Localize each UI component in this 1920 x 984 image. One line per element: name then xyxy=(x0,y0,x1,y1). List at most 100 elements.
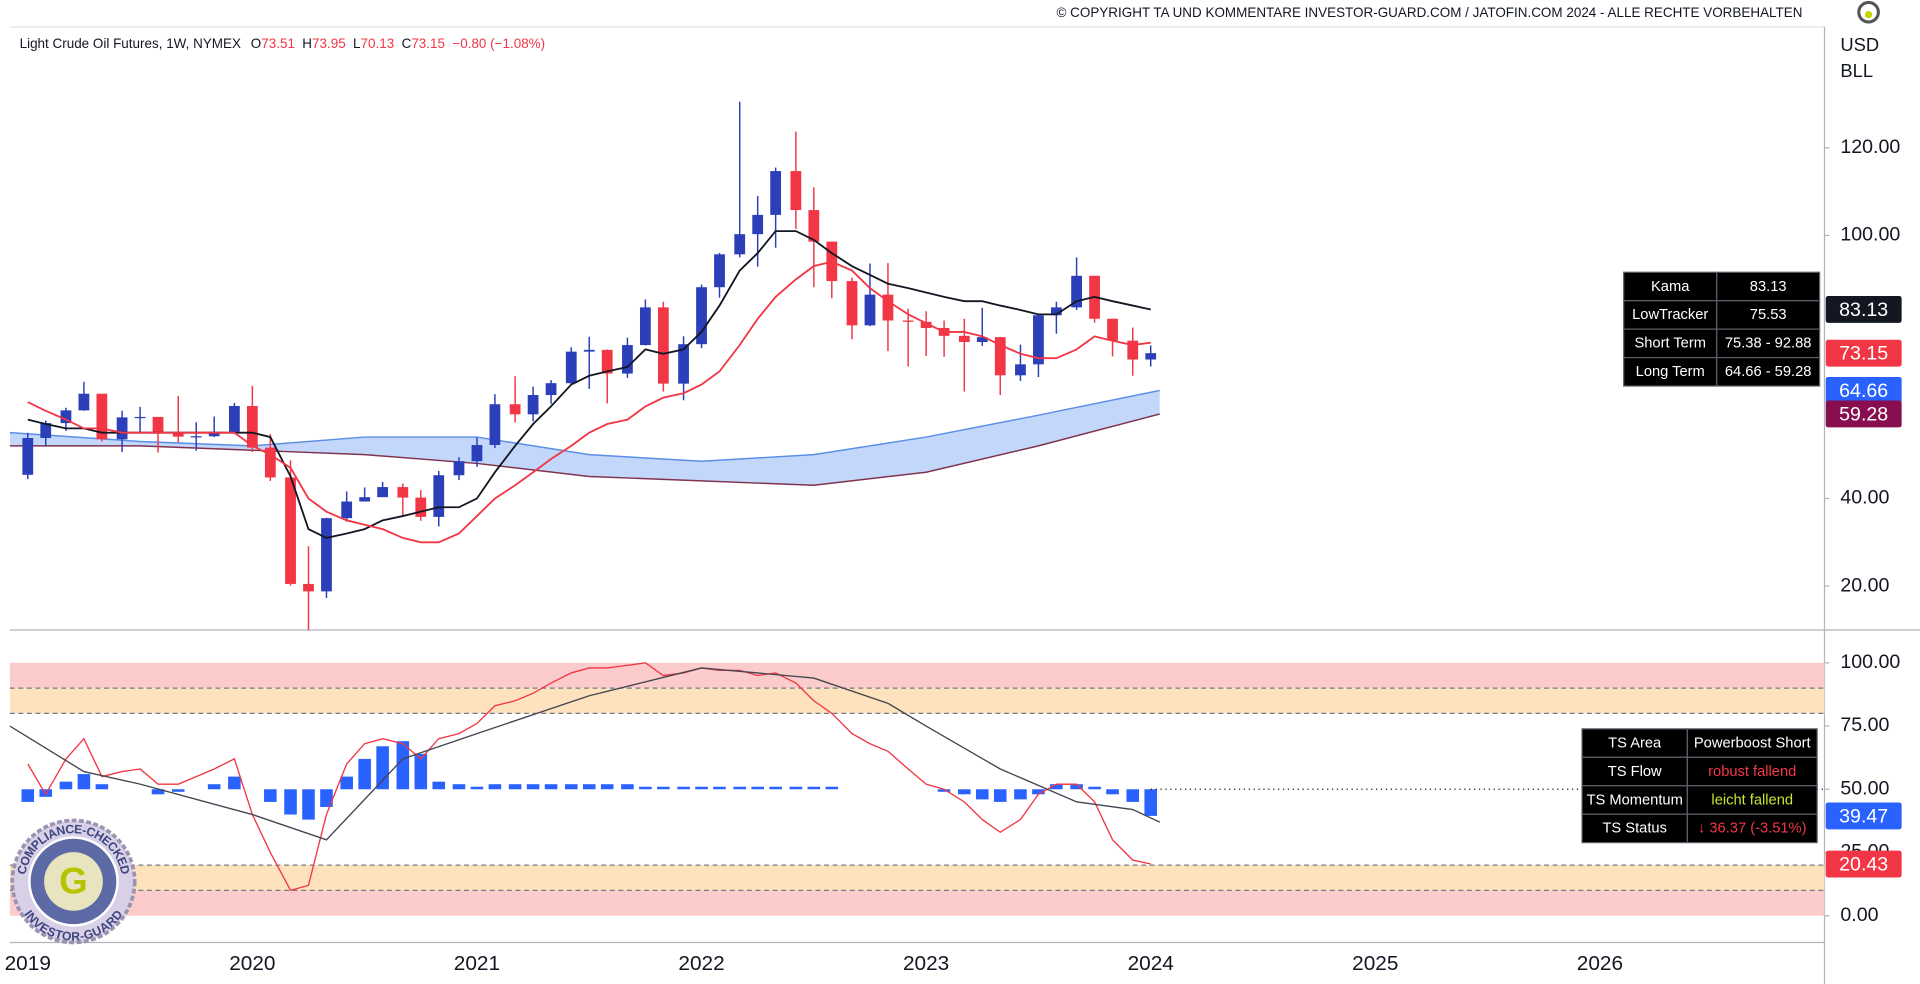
candle-body xyxy=(489,404,501,445)
legend-key: L xyxy=(353,36,361,51)
candle-body xyxy=(565,351,577,384)
histogram-bar xyxy=(302,789,315,820)
logo xyxy=(1857,0,1880,24)
candle-body xyxy=(228,405,240,432)
candle-body xyxy=(1015,364,1026,376)
candle-body xyxy=(808,210,820,242)
candle-body xyxy=(509,404,521,415)
y-tick-label: 100.00 xyxy=(1840,224,1900,246)
table-cell xyxy=(1581,813,1688,844)
y-tick-label: 120.00 xyxy=(1840,136,1900,158)
table-key: TS Status xyxy=(1602,821,1666,837)
x-tick-label: 2019 xyxy=(5,952,51,975)
histogram-bar xyxy=(789,786,803,790)
histogram-bar xyxy=(600,784,614,790)
table-cell xyxy=(1581,756,1688,787)
legend-key: H xyxy=(302,36,312,51)
histogram-bar xyxy=(470,786,484,790)
histogram-bar xyxy=(544,784,558,790)
candle-body xyxy=(152,416,164,433)
candle-body xyxy=(790,171,802,211)
table-cell xyxy=(1716,328,1821,359)
candle-body xyxy=(471,444,483,462)
histogram-bar xyxy=(975,789,989,800)
histogram-bar xyxy=(414,753,428,790)
zone xyxy=(9,865,1825,891)
histogram-bar xyxy=(526,784,540,790)
legend-change: −0.80 (−1.08%) xyxy=(452,36,545,51)
price-tag xyxy=(1825,295,1902,323)
candle-body xyxy=(902,320,914,322)
x-tick-label: 2023 xyxy=(903,952,949,975)
candle-body xyxy=(359,497,371,502)
histogram-bar xyxy=(59,781,73,790)
oscillator-line xyxy=(27,662,1151,892)
candle-body xyxy=(1071,275,1082,308)
histogram-bar xyxy=(452,784,466,790)
histogram-bar xyxy=(508,784,522,790)
candle-body xyxy=(734,234,746,255)
candle-body xyxy=(116,417,128,440)
candle-body xyxy=(864,294,876,326)
oscillator-pane xyxy=(9,662,1825,916)
x-tick-label: 2021 xyxy=(454,952,500,975)
x-tick-label: 2026 xyxy=(1577,952,1623,975)
legend-value: 73.51 xyxy=(261,36,295,51)
table-value: 75.38 - 92.88 xyxy=(1725,336,1812,352)
histogram-bar xyxy=(228,776,241,790)
table-key: TS Momentum xyxy=(1587,792,1683,808)
histogram-bar xyxy=(1050,784,1063,790)
table-key: LowTracker xyxy=(1632,307,1708,323)
histogram-bar xyxy=(488,784,502,790)
table-value: 83.13 xyxy=(1750,279,1787,295)
histogram-bar xyxy=(432,781,446,790)
histogram-bar xyxy=(77,774,91,790)
histogram-bar xyxy=(171,789,185,792)
table-cell xyxy=(1686,813,1818,844)
histogram-bar xyxy=(807,786,821,790)
histogram-bar xyxy=(396,741,410,790)
histogram-bar xyxy=(1032,789,1045,795)
table-cell xyxy=(1716,271,1821,302)
y-tick-label: 40.00 xyxy=(1840,487,1889,509)
table-key: Short Term xyxy=(1634,336,1706,352)
svg-text:G: G xyxy=(59,861,88,902)
histogram-bar xyxy=(1070,784,1083,790)
candle-body xyxy=(1033,315,1044,365)
candle-body xyxy=(78,393,90,411)
price-tag xyxy=(1825,850,1902,878)
histogram-bar xyxy=(564,784,578,790)
table-cell xyxy=(1623,356,1718,387)
histogram-bar xyxy=(677,786,690,790)
table-cell xyxy=(1581,728,1688,758)
oscillator-line xyxy=(9,667,1160,841)
indicator-line xyxy=(27,260,1151,544)
price-tag-label: 73.15 xyxy=(1839,343,1888,365)
histogram-bar xyxy=(1106,789,1119,795)
candle-body xyxy=(678,344,689,384)
table-key: Long Term xyxy=(1636,364,1705,380)
x-tick-label: 2020 xyxy=(229,952,275,975)
table-cell xyxy=(1686,785,1818,815)
histogram-bar xyxy=(751,786,764,790)
histogram-bar xyxy=(825,786,839,790)
candle-body xyxy=(770,171,782,215)
candle-body xyxy=(246,405,258,448)
candle-body xyxy=(134,416,146,419)
y-tick-label: 75.00 xyxy=(1840,714,1889,736)
histogram-bar xyxy=(713,786,726,790)
candle-body xyxy=(714,254,725,288)
y-tick-label: 20.00 xyxy=(1840,574,1889,596)
histogram-bar xyxy=(358,758,371,790)
legend-value: 73.15 xyxy=(411,36,445,51)
table-cell xyxy=(1686,756,1818,787)
table-value: leicht fallend xyxy=(1711,792,1793,808)
histogram-bar xyxy=(207,784,221,790)
table-cell xyxy=(1623,300,1718,330)
candle-body xyxy=(527,395,539,415)
histogram-bar xyxy=(657,786,670,790)
price-tag xyxy=(1825,339,1902,367)
candle-body xyxy=(208,431,220,437)
price-tag-label: 20.43 xyxy=(1839,853,1888,875)
